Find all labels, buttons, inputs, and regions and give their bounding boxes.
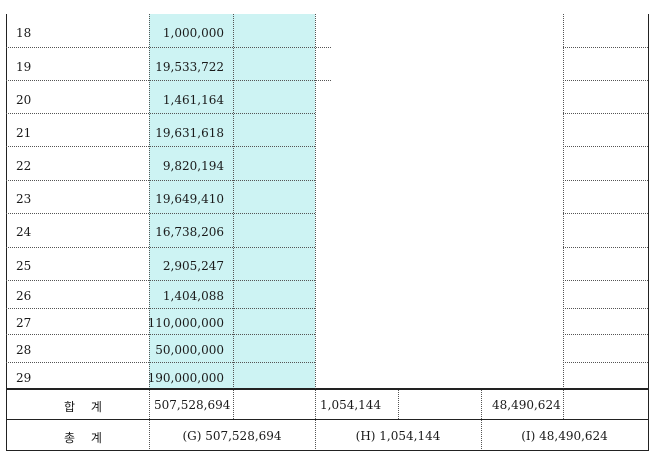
- column-divider: [398, 388, 399, 419]
- table-left-border: [6, 14, 7, 451]
- row-divider: [6, 362, 315, 363]
- row-number: 28: [16, 343, 32, 357]
- subtotal-top-border: [6, 388, 649, 390]
- total-g: (G) 507,528,694: [182, 429, 282, 443]
- total-i: (I) 48,490,624: [521, 429, 608, 443]
- row-divider: [563, 146, 648, 147]
- row-divider: [6, 280, 315, 281]
- row-divider: [563, 280, 648, 281]
- column-divider: [315, 14, 316, 451]
- table-bottom-border: [6, 450, 649, 451]
- row-amount: 1,404,088: [162, 289, 224, 303]
- row-amount: 19,631,618: [155, 126, 224, 140]
- total-label: 총 계: [64, 431, 108, 445]
- subtotal-h: 1,054,144: [320, 398, 382, 412]
- row-divider: [6, 80, 331, 81]
- row-divider: [563, 308, 648, 309]
- subtotal-i: 48,490,624: [492, 398, 561, 412]
- row-divider: [563, 334, 648, 335]
- row-number: 20: [16, 93, 32, 107]
- row-divider: [563, 180, 648, 181]
- row-number: 24: [16, 225, 32, 239]
- row-divider: [563, 247, 648, 248]
- row-amount: 110,000,000: [147, 316, 224, 330]
- row-number: 26: [16, 289, 32, 303]
- row-number: 29: [16, 371, 32, 385]
- row-amount: 19,533,722: [155, 60, 224, 74]
- column-divider: [233, 14, 234, 419]
- row-divider: [6, 308, 315, 309]
- row-number: 21: [16, 126, 32, 140]
- row-divider: [563, 113, 648, 114]
- row-divider: [563, 213, 648, 214]
- row-number: 27: [16, 316, 32, 330]
- row-number: 23: [16, 192, 32, 206]
- row-number: 25: [16, 259, 32, 273]
- row-amount: 1,000,000: [162, 26, 224, 40]
- row-divider: [6, 247, 315, 248]
- row-divider: [563, 362, 648, 363]
- row-divider: [563, 47, 648, 48]
- row-divider: [6, 113, 315, 114]
- highlighted-column: [149, 14, 315, 390]
- column-divider: [563, 14, 564, 419]
- row-amount: 50,000,000: [155, 343, 224, 357]
- row-divider: [6, 47, 331, 48]
- row-divider: [6, 334, 315, 335]
- row-number: 18: [16, 26, 32, 40]
- row-divider: [6, 180, 315, 181]
- table-right-border: [648, 14, 649, 451]
- subtotal-label: 합 계: [64, 400, 108, 414]
- row-amount: 1,461,164: [162, 93, 224, 107]
- row-amount: 9,820,194: [162, 159, 224, 173]
- row-number: 22: [16, 159, 32, 173]
- subtotal-g: 507,528,694: [154, 398, 231, 412]
- row-divider: [6, 146, 315, 147]
- row-amount: 2,905,247: [162, 259, 224, 273]
- row-divider: [563, 80, 648, 81]
- row-amount: 16,738,206: [155, 225, 224, 239]
- row-amount: 19,649,410: [155, 192, 224, 206]
- row-number: 19: [16, 60, 32, 74]
- row-divider: [6, 213, 315, 214]
- column-divider: [149, 14, 150, 451]
- total-top-border: [6, 419, 649, 420]
- total-h: (H) 1,054,144: [355, 429, 441, 443]
- row-amount: 190,000,000: [147, 371, 224, 385]
